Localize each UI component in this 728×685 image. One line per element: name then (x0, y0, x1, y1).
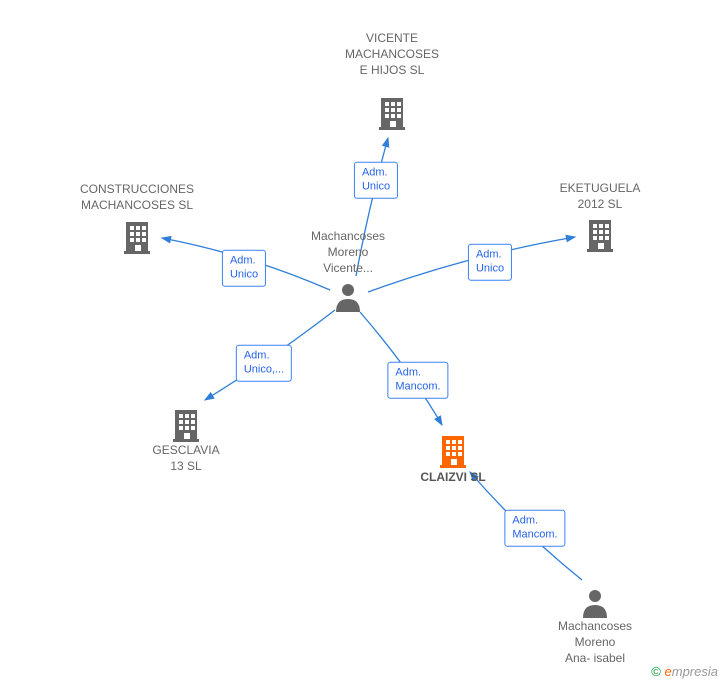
second-person-label: Machancoses Moreno Ana- isabel (558, 618, 632, 667)
company-label-gesclavia: GESCLAVIA 13 SL (152, 442, 219, 474)
company-label-claizvi: CLAIZVI SL (420, 470, 485, 484)
edge-label-second-claizvi[interactable]: Adm. Mancom. (504, 510, 565, 547)
company-node-vicente[interactable] (377, 96, 407, 135)
edge-label-center-construc[interactable]: Adm. Unico (222, 250, 266, 287)
building-icon (585, 239, 615, 256)
edge-label-center-claizvi[interactable]: Adm. Mancom. (387, 362, 448, 399)
brand-first-letter: e (665, 664, 672, 679)
company-node-construc[interactable] (122, 220, 152, 259)
building-icon (122, 241, 152, 258)
edge-label-center-vicente[interactable]: Adm. Unico (354, 162, 398, 199)
copyright-symbol: © (651, 664, 661, 679)
company-label-construc: CONSTRUCCIONES MACHANCOSES SL (80, 181, 194, 213)
diagram-canvas (0, 0, 728, 685)
company-label-eketuguela: EKETUGUELA 2012 SL (560, 180, 641, 212)
credit-watermark: © empresia (651, 664, 718, 679)
edge-label-center-eketuguela[interactable]: Adm. Unico (468, 244, 512, 281)
edge-label-center-gesclavia[interactable]: Adm. Unico,... (236, 345, 292, 382)
company-node-claizvi[interactable] (438, 434, 468, 473)
brand-rest: mpresia (672, 664, 718, 679)
person-icon (334, 299, 362, 316)
company-node-eketuguela[interactable] (585, 218, 615, 257)
center-person-node[interactable] (334, 282, 362, 317)
company-label-vicente: VICENTE MACHANCOSES E HIJOS SL (345, 30, 439, 79)
building-icon (377, 117, 407, 134)
center-person-label: Machancoses Moreno Vicente... (311, 228, 385, 277)
